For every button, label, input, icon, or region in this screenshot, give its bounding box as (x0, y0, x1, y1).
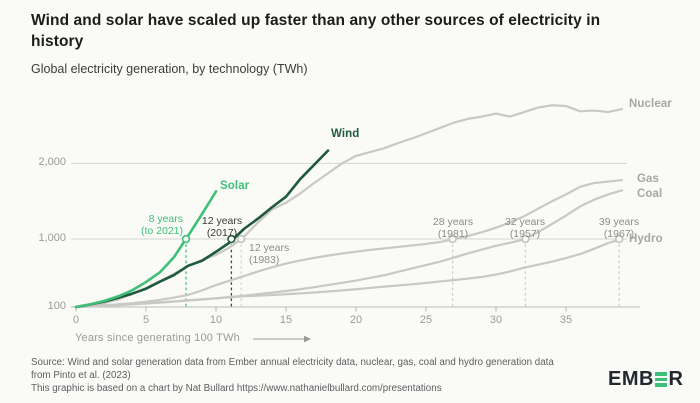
x-tick-label-30: 30 (489, 314, 503, 326)
series-label-wind: Wind (331, 128, 360, 140)
series-label-solar: Solar (220, 180, 250, 192)
milestone-annotation-coal: 32 years (1957) (504, 216, 546, 241)
milestone-marker-solar (181, 234, 191, 244)
x-tick-label-10: 10 (209, 314, 223, 326)
milestone-marker-coal (521, 234, 530, 244)
x-tick-label-15: 15 (279, 314, 293, 326)
milestone-marker-nuclear (237, 234, 246, 244)
milestone-marker-gas (448, 234, 457, 244)
milestone-marker-wind (227, 234, 236, 244)
x-tick-label-0: 0 (72, 314, 80, 326)
x-tick-label-35: 35 (559, 314, 573, 326)
milestone-annotation-wind: 12 years (2017) (201, 215, 243, 240)
x-tick-label-20: 20 (349, 314, 363, 326)
ember-logo-text-right: R (668, 368, 684, 390)
chart-title: Wind and solar have scaled up faster tha… (31, 12, 601, 51)
series-label-coal: Coal (637, 188, 663, 200)
ember-logo-text-left: EMB (608, 368, 654, 390)
x-tick-label-25: 25 (419, 314, 433, 326)
chart-subtitle: Global electricity generation, by techno… (31, 62, 308, 76)
y-tick-label-1000: 1,000 (38, 232, 66, 244)
ember-logo-e-bars-icon (655, 372, 667, 387)
series-line-hydro (74, 237, 624, 309)
x-tick-label-5: 5 (142, 314, 150, 326)
series-label-hydro: Hydro (629, 233, 663, 245)
series-label-gas: Gas (637, 173, 660, 185)
x-axis-label: Years since generating 100 TWh (75, 332, 240, 344)
credit-text: This graphic is based on a chart by Nat … (31, 382, 442, 394)
y-tick-label-2000: 2,000 (38, 156, 66, 168)
y-tick-label-100: 100 (47, 300, 66, 312)
x-axis-arrowhead-icon (304, 335, 311, 343)
milestone-annotation-nuclear: 12 years (1983) (249, 242, 290, 267)
milestone-annotation-hydro: 39 years (1967) (598, 216, 640, 241)
source-text: Source: Wind and solar generation data f… (31, 357, 554, 381)
milestone-marker-hydro (614, 234, 624, 244)
milestone-annotation-gas: 28 years (1981) (432, 216, 474, 241)
milestone-annotation-solar: 8 years (to 2021) (140, 213, 183, 238)
series-line-solar (74, 190, 218, 309)
series-line-wind (74, 149, 330, 309)
series-line-gas (74, 178, 624, 309)
ember-logo: EMB R (608, 368, 683, 391)
source-note: Source: Wind and solar generation data f… (31, 357, 576, 396)
series-label-nuclear: Nuclear (629, 98, 672, 110)
